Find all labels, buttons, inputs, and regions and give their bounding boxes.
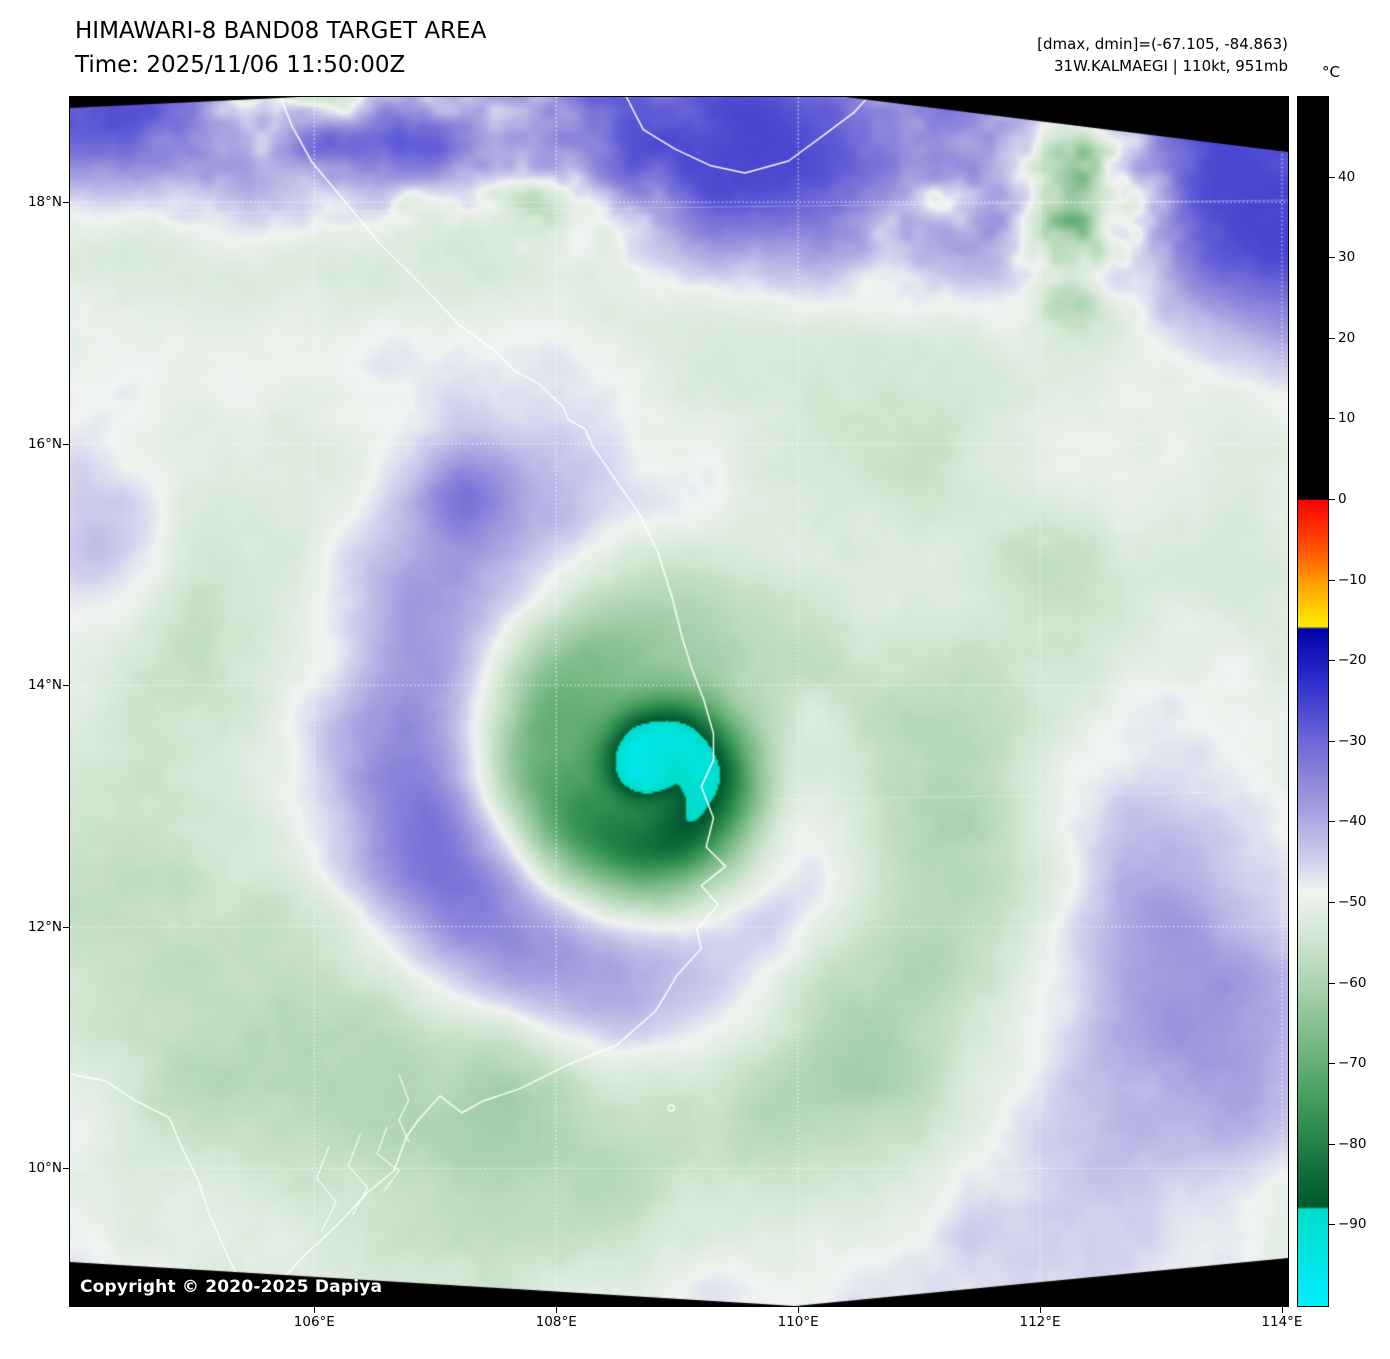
colorbar-tick-label: −40 xyxy=(1338,813,1367,830)
dmax-dmin-readout: [dmax, dmin]=(-67.105, -84.863) xyxy=(1037,35,1288,53)
tick-mark xyxy=(1329,579,1335,581)
lat-tick-label: 16°N xyxy=(27,435,62,452)
figure-time: Time: 2025/11/06 11:50:00Z xyxy=(75,52,406,78)
tick-mark xyxy=(1329,257,1335,259)
map-plot-area: Copyright © 2020-2025 Dapiya xyxy=(69,96,1289,1307)
tick-mark xyxy=(1329,418,1335,420)
tick-mark xyxy=(314,1307,316,1313)
lon-tick-label: 106°E xyxy=(293,1314,335,1330)
lat-tick-label: 14°N xyxy=(27,677,62,694)
lon-tick-label: 108°E xyxy=(535,1314,577,1330)
copyright-watermark: Copyright © 2020-2025 Dapiya xyxy=(80,1277,383,1297)
tick-mark xyxy=(1329,1063,1335,1065)
lat-tick-label: 12°N xyxy=(27,918,62,935)
storm-info: 31W.KALMAEGI | 110kt, 951mb xyxy=(1054,57,1288,75)
lon-tick-label: 114°E xyxy=(1261,1314,1303,1330)
tick-mark xyxy=(1329,1224,1335,1226)
lat-tick-label: 10°N xyxy=(27,1160,62,1177)
tick-mark xyxy=(1329,1143,1335,1145)
colorbar-tick-label: 30 xyxy=(1338,249,1356,266)
map-overlay-canvas xyxy=(70,97,1288,1306)
lat-tick-label: 18°N xyxy=(27,194,62,211)
tick-mark xyxy=(798,1307,800,1313)
colorbar-tick-label: −50 xyxy=(1338,894,1367,910)
colorbar-tick-label: 40 xyxy=(1338,168,1356,185)
tick-mark xyxy=(63,926,69,928)
tick-mark xyxy=(1329,821,1335,823)
tick-mark xyxy=(63,1168,69,1170)
colorbar-tick-label: −80 xyxy=(1338,1135,1367,1152)
colorbar-tick-label: −60 xyxy=(1338,974,1367,991)
tick-mark xyxy=(1329,660,1335,662)
tick-mark xyxy=(1329,176,1335,178)
colorbar-unit-label: °C xyxy=(1322,63,1340,81)
tick-mark xyxy=(1329,740,1335,742)
tick-mark xyxy=(1281,1307,1283,1313)
tick-mark xyxy=(63,202,69,204)
tick-mark xyxy=(1329,499,1335,500)
tick-mark xyxy=(556,1307,558,1313)
colorbar-tick-label: −90 xyxy=(1338,1216,1367,1233)
lon-tick-label: 112°E xyxy=(1019,1314,1061,1330)
tick-mark xyxy=(63,443,69,445)
tick-mark xyxy=(1329,337,1335,339)
colorbar-tick-label: −20 xyxy=(1338,652,1367,669)
colorbar-tick-label: −70 xyxy=(1338,1055,1367,1072)
tick-mark xyxy=(1040,1307,1042,1313)
colorbar-tick-label: 10 xyxy=(1338,410,1356,427)
figure-header-left: HIMAWARI-8 BAND08 TARGET AREA Time: 2025… xyxy=(75,14,486,82)
tick-mark xyxy=(63,685,69,687)
figure-title: HIMAWARI-8 BAND08 TARGET AREA xyxy=(75,18,487,44)
colorbar xyxy=(1297,96,1329,1307)
figure-header-right: [dmax, dmin]=(-67.105, -84.863) 31W.KALM… xyxy=(1037,33,1288,77)
tick-mark xyxy=(1329,982,1335,984)
colorbar-tick-label: 20 xyxy=(1338,329,1356,346)
colorbar-tick-label: 0 xyxy=(1338,491,1347,507)
colorbar-tick-label: −10 xyxy=(1338,571,1367,588)
lon-tick-label: 110°E xyxy=(777,1314,819,1330)
tick-mark xyxy=(1329,902,1335,903)
colorbar-tick-label: −30 xyxy=(1338,732,1367,749)
